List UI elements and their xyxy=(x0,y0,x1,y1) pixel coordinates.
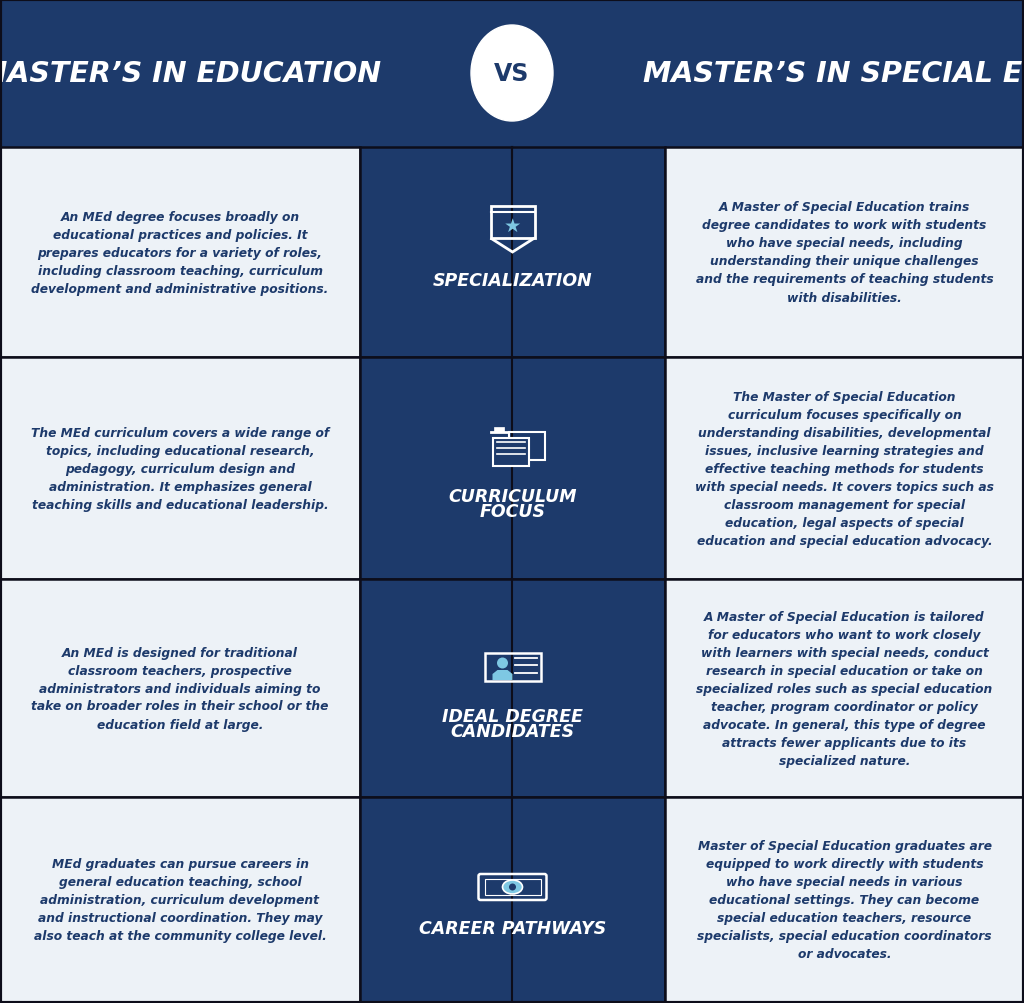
Text: CAREER PATHWAYS: CAREER PATHWAYS xyxy=(419,919,606,937)
Text: IDEAL DEGREE: IDEAL DEGREE xyxy=(442,707,583,725)
Text: MEd graduates can pursue careers in
general education teaching, school
administr: MEd graduates can pursue careers in gene… xyxy=(34,858,327,943)
Text: Master of Special Education graduates are
equipped to work directly with student: Master of Special Education graduates ar… xyxy=(697,840,992,961)
Bar xyxy=(0,580,360,797)
Bar xyxy=(490,207,535,239)
Text: SPECIALIZATION: SPECIALIZATION xyxy=(433,272,592,290)
Circle shape xyxy=(509,884,516,891)
Bar xyxy=(665,580,1024,797)
Text: FOCUS: FOCUS xyxy=(479,503,546,521)
Text: CANDIDATES: CANDIDATES xyxy=(451,722,574,740)
FancyBboxPatch shape xyxy=(493,438,528,466)
Ellipse shape xyxy=(503,880,522,894)
Bar xyxy=(360,358,665,580)
Ellipse shape xyxy=(471,26,553,122)
Text: The Master of Special Education
curriculum focuses specifically on
understanding: The Master of Special Education curricul… xyxy=(695,390,994,547)
Polygon shape xyxy=(493,670,512,680)
Text: MASTER’S IN EDUCATION: MASTER’S IN EDUCATION xyxy=(0,60,381,88)
Text: VS: VS xyxy=(495,62,529,86)
Bar xyxy=(0,797,360,1003)
Bar xyxy=(0,358,360,580)
Bar xyxy=(360,797,665,1003)
Bar xyxy=(665,797,1024,1003)
Text: A Master of Special Education is tailored
for educators who want to work closely: A Master of Special Education is tailore… xyxy=(696,610,992,766)
Bar xyxy=(494,427,504,432)
Text: MASTER’S IN SPECIAL ED: MASTER’S IN SPECIAL ED xyxy=(643,60,1024,88)
Bar xyxy=(0,0,1024,147)
Text: A Master of Special Education trains
degree candidates to work with students
who: A Master of Special Education trains deg… xyxy=(695,202,993,304)
Bar xyxy=(360,147,665,358)
Text: An MEd degree focuses broadly on
educational practices and policies. It
prepares: An MEd degree focuses broadly on educati… xyxy=(32,211,329,295)
Bar xyxy=(665,147,1024,358)
Text: ★: ★ xyxy=(504,217,521,236)
Bar xyxy=(360,580,665,797)
Bar xyxy=(0,147,360,358)
Text: An MEd is designed for traditional
classroom teachers, prospective
administrator: An MEd is designed for traditional class… xyxy=(32,646,329,731)
Text: The MEd curriculum covers a wide range of
topics, including educational research: The MEd curriculum covers a wide range o… xyxy=(31,426,329,511)
Text: CURRICULUM: CURRICULUM xyxy=(449,487,577,506)
Circle shape xyxy=(497,658,508,669)
Bar xyxy=(665,358,1024,580)
